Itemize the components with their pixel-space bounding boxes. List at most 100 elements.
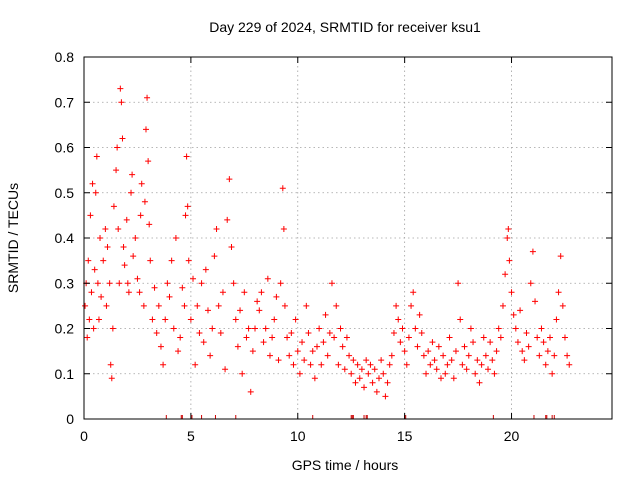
data-point — [395, 316, 402, 323]
data-point — [94, 280, 101, 287]
data-point — [427, 361, 434, 368]
data-point — [375, 375, 382, 382]
data-point — [418, 330, 425, 337]
data-point — [160, 361, 167, 368]
data-point — [403, 361, 410, 368]
data-point — [128, 189, 135, 196]
data-point — [367, 361, 374, 368]
data-point — [296, 370, 303, 377]
data-point — [371, 366, 378, 373]
data-point — [106, 280, 113, 287]
data-point — [429, 339, 436, 346]
data-point — [480, 334, 487, 341]
data-point — [348, 370, 355, 377]
data-point — [132, 235, 139, 241]
data-point — [416, 311, 423, 318]
data-point — [249, 348, 256, 355]
data-point — [239, 370, 246, 377]
data-point — [192, 361, 199, 368]
data-point — [116, 280, 123, 287]
data-point — [102, 225, 109, 232]
data-point — [277, 280, 284, 287]
data-point — [266, 352, 273, 359]
data-point — [519, 348, 526, 355]
data-point — [119, 135, 126, 142]
data-point — [314, 343, 321, 350]
data-point — [482, 352, 489, 359]
y-tick-label: 0.4 — [55, 230, 75, 246]
data-point — [299, 339, 306, 346]
data-point — [177, 334, 184, 341]
data-point — [316, 325, 323, 332]
data-point — [320, 339, 327, 346]
data-point — [279, 185, 286, 192]
data-point — [284, 334, 291, 341]
data-point — [145, 158, 152, 165]
data-point — [113, 167, 120, 174]
y-tick-label: 0.7 — [55, 94, 75, 110]
x-tick-label: 10 — [290, 428, 306, 444]
data-point — [187, 316, 194, 323]
data-point — [557, 253, 564, 260]
data-points — [82, 85, 573, 400]
data-point — [497, 334, 504, 341]
data-point — [549, 370, 556, 377]
data-point — [115, 225, 122, 232]
data-point — [465, 352, 472, 359]
data-point — [226, 176, 233, 183]
data-point — [341, 366, 348, 373]
data-point — [144, 94, 151, 101]
data-point — [84, 334, 91, 341]
data-point — [258, 289, 265, 296]
data-point — [95, 316, 102, 323]
data-point — [182, 212, 189, 219]
data-point — [307, 361, 314, 368]
data-point — [134, 275, 141, 282]
data-point — [107, 361, 114, 368]
grid — [84, 57, 612, 419]
data-point — [303, 302, 310, 309]
data-point — [91, 266, 98, 273]
y-axis-label: SRMTID / TECUs — [5, 183, 21, 293]
data-point — [237, 307, 244, 314]
data-point — [125, 289, 132, 296]
data-point — [393, 302, 400, 309]
data-point — [412, 325, 419, 332]
data-point — [410, 289, 417, 296]
data-point — [269, 334, 276, 341]
data-point — [153, 330, 160, 337]
data-point — [405, 334, 412, 341]
y-tick-label: 0 — [66, 411, 74, 427]
chart-title: Day 229 of 2024, SRMTID for receiver ksu… — [209, 19, 481, 35]
data-point — [388, 352, 395, 359]
data-point — [523, 330, 530, 337]
data-point — [534, 334, 541, 341]
data-point — [470, 339, 477, 346]
data-point — [495, 325, 502, 332]
data-point — [544, 348, 551, 355]
data-point — [234, 343, 241, 350]
data-point — [252, 325, 259, 332]
data-point — [85, 257, 92, 264]
data-point — [547, 334, 554, 341]
data-point — [331, 334, 338, 341]
data-point — [124, 280, 131, 287]
data-point — [555, 289, 562, 296]
data-point — [275, 357, 282, 364]
data-point — [440, 352, 447, 359]
data-point — [224, 216, 231, 223]
data-point — [140, 302, 147, 309]
data-point — [172, 235, 179, 241]
data-point — [271, 316, 278, 323]
data-point — [164, 280, 171, 287]
data-point — [104, 244, 111, 251]
data-point — [423, 370, 430, 377]
data-point — [90, 325, 97, 332]
data-point — [301, 357, 308, 364]
data-point — [474, 357, 481, 364]
data-point — [86, 316, 93, 323]
data-point — [309, 348, 316, 355]
data-point — [435, 343, 442, 350]
data-point — [384, 379, 391, 386]
data-point — [175, 348, 182, 355]
